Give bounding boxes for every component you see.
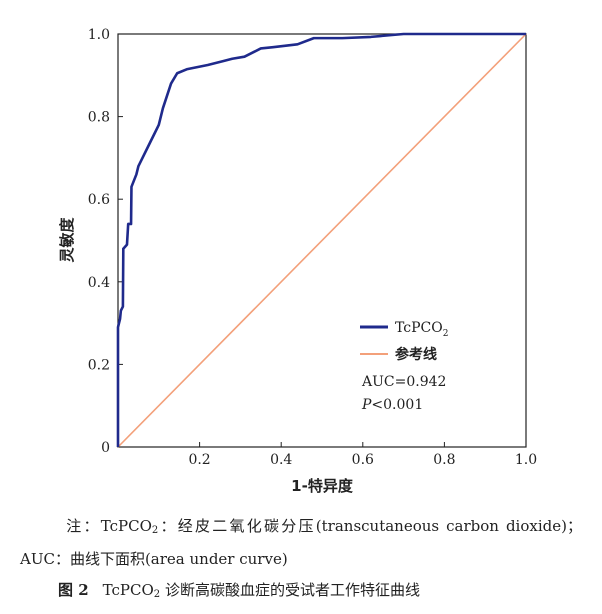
y-tick-label: 1.0 — [88, 27, 110, 43]
roc-chart: 灵敏度 1-特异度 0 0.2 0.4 0.6 0.8 1.0 0.2 0.4 0.6 0.8 1.… — [58, 27, 537, 495]
note-term-sub: 2 — [151, 525, 159, 536]
y-tick-label: 0.2 — [88, 357, 110, 373]
y-tick-label: 0.6 — [88, 192, 110, 208]
x-tick-label: 1.0 — [515, 452, 537, 468]
x-tick-label: 0.4 — [270, 452, 292, 468]
axis-ticks: 0 0.2 0.4 0.6 0.8 1.0 0.2 0.4 0.6 0.8 1.0 — [88, 27, 537, 468]
caption-term-sub: 2 — [153, 589, 161, 600]
caption-text: 诊断高碳酸血症的受试者工作特征曲线 — [164, 581, 420, 599]
figure-number: 图 2 — [58, 581, 89, 599]
x-axis-label: 1-特异度 — [291, 477, 354, 495]
series-layer — [116, 32, 527, 448]
figure-caption: 图 2 TcPCO2 诊断高碳酸血症的受试者工作特征曲线 — [58, 578, 578, 607]
p-value-annotation: P<0.001 — [361, 397, 423, 413]
figure-note: 注：TcPCO2：经皮二氧化碳分压(transcutaneous carbon … — [20, 512, 582, 573]
y-tick-label: 0 — [101, 440, 110, 456]
x-tick-label: 0.6 — [352, 452, 374, 468]
auc-annotation: AUC=0.942 — [361, 374, 446, 390]
note-prefix: 注： — [64, 517, 101, 535]
x-tick-label: 0.2 — [188, 452, 210, 468]
x-tick-label: 0.8 — [433, 452, 455, 468]
legend-label-reference: 参考线 — [395, 346, 437, 363]
legend: TcPCO2 参考线 AUC=0.942 P<0.001 — [360, 320, 448, 413]
y-tick-label: 0.8 — [88, 110, 110, 126]
y-tick-label: 0.4 — [88, 275, 110, 291]
note-body: ：经皮二氧化碳分压(transcutaneous carbon dioxide)… — [20, 517, 582, 568]
series-line-tcpco2 — [116, 32, 526, 447]
legend-label-tcpco2: TcPCO2 — [395, 320, 448, 339]
note-term: TcPCO — [100, 517, 152, 535]
series-line-reference — [117, 33, 527, 448]
plot-area — [117, 33, 527, 448]
y-axis-label: 灵敏度 — [58, 217, 76, 263]
caption-term: TcPCO — [102, 581, 154, 599]
